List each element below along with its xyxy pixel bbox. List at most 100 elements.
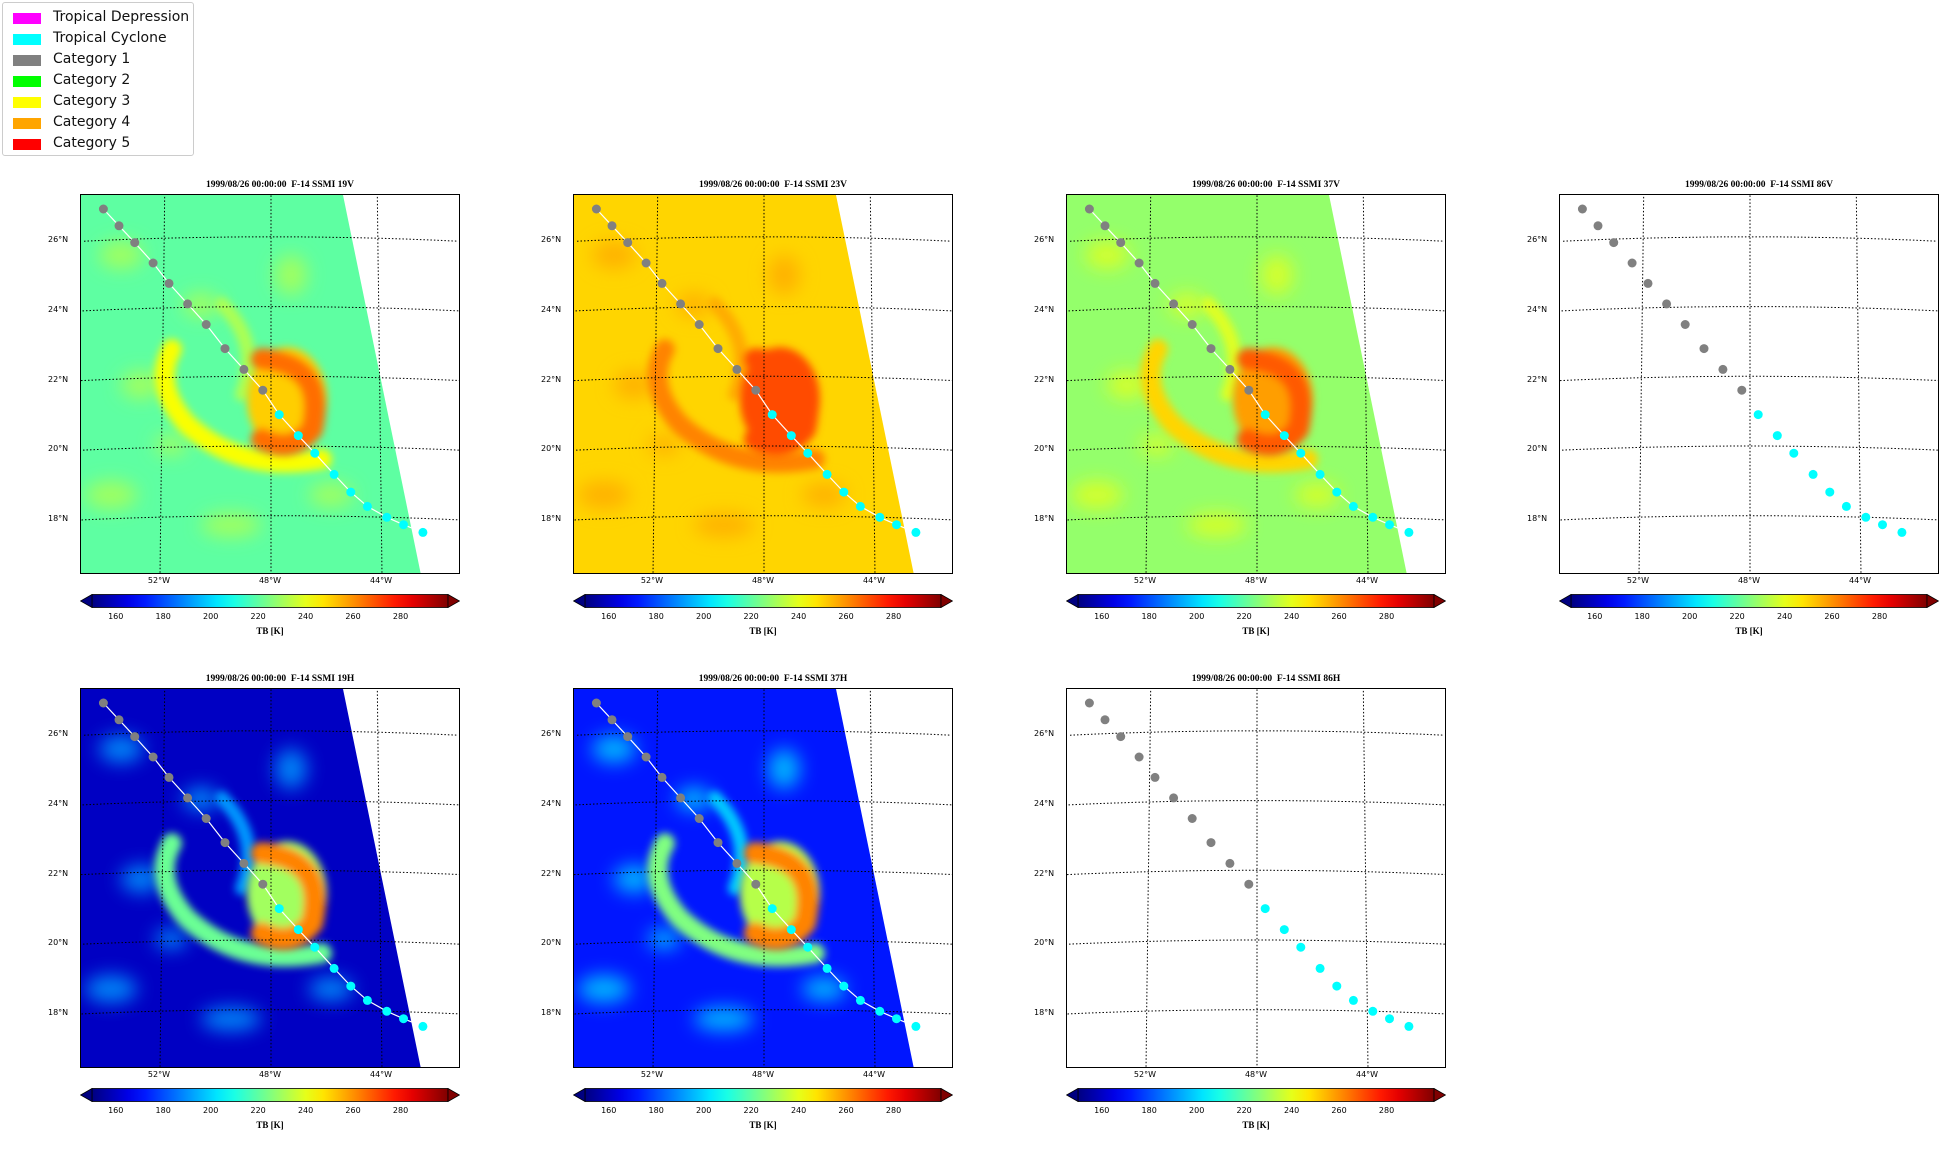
colorbar-tick-label: 160 xyxy=(1587,612,1603,621)
track-point xyxy=(1279,431,1289,441)
colorbar-tick-label: 160 xyxy=(601,1106,617,1115)
track-point xyxy=(201,814,211,823)
colorbar-tick-label: 180 xyxy=(155,1106,171,1115)
track-point xyxy=(607,221,617,231)
colorbar-tick-label: 220 xyxy=(1729,612,1745,621)
track-point xyxy=(1368,1006,1378,1016)
track-point xyxy=(293,431,303,441)
y-tick-label: 22°N xyxy=(1527,374,1548,384)
colorbar-tick-label: 280 xyxy=(1871,612,1888,621)
colorbar-tick-label: 260 xyxy=(838,1106,854,1115)
chart-panel: 1999/08/26 00:00:00 F-14 SSMI 19H 26°N 24°… xyxy=(48,674,480,1166)
track-point xyxy=(1206,344,1216,354)
track-point xyxy=(418,527,428,537)
y-tick-label: 20°N xyxy=(48,938,69,948)
x-tick-label: 52°W xyxy=(1133,1070,1156,1079)
track-point xyxy=(1279,925,1289,935)
legend-swatch xyxy=(13,97,41,108)
y-tick-label: 24°N xyxy=(48,304,69,314)
track-point xyxy=(822,469,832,479)
track-point xyxy=(1662,299,1672,309)
track-point xyxy=(1100,715,1110,725)
track-point xyxy=(623,238,633,248)
track-point xyxy=(1861,512,1871,522)
track-point xyxy=(1169,793,1179,803)
y-tick-label: 22°N xyxy=(1034,374,1055,384)
colorbar-tick-label: 240 xyxy=(1283,612,1300,621)
track-point xyxy=(220,344,230,354)
map-frame xyxy=(1559,194,1939,574)
track-point xyxy=(855,501,865,511)
track-point xyxy=(1348,995,1358,1005)
legend-swatch xyxy=(13,118,41,129)
track-point xyxy=(382,512,392,522)
colorbar-tick-label: 240 xyxy=(297,1106,314,1115)
track-point xyxy=(607,715,617,725)
track-point xyxy=(258,385,268,395)
map-frame xyxy=(1066,194,1446,574)
y-tick-label: 22°N xyxy=(48,868,69,878)
y-tick-label: 20°N xyxy=(1527,444,1548,454)
track-point xyxy=(1260,904,1270,914)
tb-field xyxy=(81,195,421,573)
track-point xyxy=(1808,469,1818,479)
track-point xyxy=(201,320,211,329)
colorbar-tick-label: 200 xyxy=(696,1106,712,1115)
y-tick-label: 24°N xyxy=(541,798,562,808)
colorbar-tick-label: 160 xyxy=(1094,612,1110,621)
colorbar-tick-label: 260 xyxy=(1824,612,1840,621)
graticule xyxy=(1560,195,1938,573)
chart-panel: 1999/08/26 00:00:00 F-14 SSMI 37V 26°N 24°… xyxy=(1034,180,1466,672)
colorbar-tick-label: 180 xyxy=(648,612,664,621)
colorbar-tick-label: 160 xyxy=(601,612,617,621)
track-point xyxy=(293,925,303,935)
chart-panel: 1999/08/26 00:00:00 F-14 SSMI 23V 26°N 24°… xyxy=(541,180,973,672)
track-point xyxy=(822,963,832,973)
colorbar-label: TB [K] xyxy=(1242,1120,1270,1130)
map-frame xyxy=(80,688,460,1068)
track-point xyxy=(1577,204,1587,214)
legend-swatch xyxy=(13,76,41,87)
track-point xyxy=(1825,487,1835,497)
track-point xyxy=(1244,879,1254,889)
x-tick-label: 44°W xyxy=(369,1070,393,1079)
track-point xyxy=(258,879,268,889)
x-tick-label: 48°W xyxy=(258,1070,282,1079)
colorbar xyxy=(573,1088,953,1102)
colorbar-label: TB [K] xyxy=(256,626,284,636)
track-point xyxy=(1772,431,1782,441)
y-tick-label: 26°N xyxy=(1034,235,1055,245)
y-tick-label: 24°N xyxy=(1527,304,1548,314)
track-point xyxy=(1593,221,1603,231)
graticule xyxy=(81,195,459,573)
track-point xyxy=(310,448,320,458)
y-tick-label: 26°N xyxy=(1527,235,1548,245)
track-point xyxy=(362,995,372,1005)
track-point xyxy=(751,879,761,889)
y-tick-label: 20°N xyxy=(541,938,562,948)
legend-label: Tropical Depression xyxy=(53,9,190,25)
chart-title: 1999/08/26 00:00:00 F-14 SSMI 37H xyxy=(698,674,848,684)
track-point xyxy=(1296,448,1306,458)
colorbar-tick-label: 180 xyxy=(1141,1106,1157,1115)
map-plot xyxy=(1067,195,1445,573)
x-tick-label: 48°W xyxy=(1737,576,1761,585)
track-point xyxy=(911,1021,921,1031)
colorbar-tick-label: 240 xyxy=(1283,1106,1300,1115)
y-tick-label: 20°N xyxy=(48,444,69,454)
colorbar-label: TB [K] xyxy=(1242,626,1270,636)
colorbar-tick-label: 160 xyxy=(1094,1106,1110,1115)
track-point xyxy=(892,1014,901,1024)
y-tick-label: 26°N xyxy=(48,729,69,739)
track-point xyxy=(713,344,723,354)
track-point xyxy=(1296,942,1306,952)
track-point xyxy=(657,278,667,288)
track-point xyxy=(1789,448,1799,458)
track-point xyxy=(1100,221,1110,231)
y-tick-label: 26°N xyxy=(541,729,562,739)
track-point xyxy=(875,1006,885,1016)
graticule xyxy=(1067,689,1445,1067)
colorbar-tick-label: 160 xyxy=(108,612,124,621)
x-tick-label: 52°W xyxy=(640,576,663,585)
y-tick-label: 18°N xyxy=(541,514,562,524)
